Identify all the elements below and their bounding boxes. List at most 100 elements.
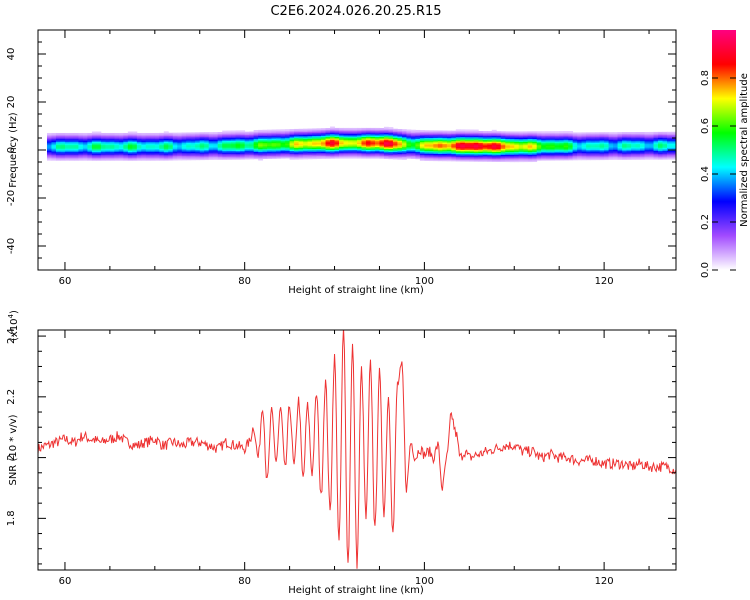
spectrogram-cell — [168, 137, 174, 139]
spectrogram-cell — [487, 144, 493, 146]
spectrogram-cell — [361, 146, 367, 149]
spectrogram-cell — [487, 151, 493, 154]
spectrogram-cell — [172, 155, 178, 158]
spectrogram-cell — [392, 146, 398, 148]
spectrogram-cell — [109, 137, 115, 140]
spectrogram-cell — [554, 139, 560, 142]
spectrogram-cell — [280, 136, 286, 139]
spectrogram-cell — [604, 145, 610, 148]
spectrogram-cell — [168, 144, 174, 147]
spectrogram-cell — [222, 130, 228, 133]
spectrogram-cell — [622, 149, 627, 152]
spectrogram-cell — [96, 158, 102, 161]
spectrogram-cell — [397, 157, 403, 160]
spectrogram-cell — [649, 137, 654, 140]
spectrogram-cell — [159, 154, 165, 157]
spectrogram-cell — [509, 132, 515, 135]
spectrogram-cell — [154, 134, 160, 137]
spectrogram-cell — [267, 131, 273, 133]
spectrogram-cell — [159, 158, 165, 161]
spectrogram-cell — [91, 157, 97, 160]
spectrogram-cell — [505, 140, 511, 142]
spectrogram-cell — [442, 134, 448, 137]
spectrogram-cell — [105, 144, 111, 147]
spectrogram-cell — [496, 134, 502, 137]
spectrogram-cell — [550, 149, 556, 152]
spectrogram-cell — [590, 136, 596, 139]
spectrogram-cell — [51, 137, 57, 140]
spectrogram-cell — [509, 143, 515, 145]
spectrogram-cell — [491, 137, 497, 139]
spectrogram-cell — [303, 147, 308, 150]
spectrogram-cell — [352, 150, 358, 153]
spectrogram-cell — [82, 144, 88, 147]
spectrogram-cell — [307, 138, 313, 141]
spectrogram-cell — [181, 158, 187, 161]
spectrogram-cell — [635, 143, 641, 146]
spectrogram-cell — [667, 150, 672, 153]
spectrogram-cell — [109, 140, 115, 142]
spectrogram-cell — [649, 157, 654, 160]
spectrogram-cell — [100, 158, 106, 161]
spectrogram-cell — [568, 152, 574, 155]
spectrogram-cell — [316, 144, 322, 147]
spectrogram-cell — [181, 148, 187, 151]
spectrogram-cell — [244, 131, 250, 134]
spectrogram-cell — [446, 139, 452, 142]
spectrogram-cell — [231, 139, 237, 141]
spectrogram-cell — [204, 155, 210, 158]
spectrogram-cell — [622, 137, 627, 140]
spectrogram-cell — [127, 132, 133, 135]
spectrogram-cell — [478, 146, 484, 149]
spectrogram-cell — [581, 156, 587, 159]
spectrogram-cell — [186, 152, 192, 155]
spectrogram-cell — [635, 136, 641, 139]
spectrogram-cell — [487, 149, 493, 152]
spectrogram-cell — [428, 130, 434, 133]
spectrogram-cell — [631, 134, 636, 137]
spectrogram-cell — [640, 157, 645, 160]
spectrogram-cell — [285, 142, 291, 144]
spectrogram-cell — [437, 134, 443, 137]
spectrogram-cell — [262, 148, 268, 151]
spectrogram-cell — [523, 142, 529, 145]
spectrogram-cell — [451, 137, 457, 140]
spectrogram-cell — [433, 133, 439, 136]
spectrogram-cell — [325, 145, 331, 148]
spectrogram-cell — [518, 148, 524, 151]
spectrogram-cell — [415, 138, 421, 141]
spectrogram-cell — [289, 157, 295, 160]
spectrogram-cell — [631, 147, 636, 150]
spectrogram-cell — [365, 140, 371, 143]
spectrogram-cell — [545, 158, 551, 161]
spectrogram-cell — [581, 135, 587, 138]
spectrogram-cell — [312, 128, 317, 131]
spectrogram-cell — [51, 140, 57, 142]
spectrogram-cell — [622, 143, 627, 146]
spectrogram-cell — [644, 139, 650, 142]
spectrogram-cell — [190, 152, 196, 155]
spectrogram-cell — [532, 147, 538, 150]
spectrogram-cell — [186, 136, 192, 139]
spectrogram-cell — [613, 149, 618, 152]
spectrogram-cell — [64, 140, 70, 142]
spectrogram-cell — [186, 132, 192, 135]
spectrogram-cell — [190, 138, 196, 141]
spectrogram-cell — [433, 143, 439, 146]
spectrogram-cell — [613, 155, 618, 158]
spectrogram-cell — [334, 132, 340, 135]
spectrogram-cell — [307, 128, 313, 131]
spectrogram-cell — [424, 134, 430, 137]
spectrogram-cell — [419, 157, 425, 160]
spectrogram-cell — [213, 152, 219, 155]
spectrogram-cell — [433, 139, 439, 141]
spectrogram-cell — [370, 152, 376, 155]
spectrogram-cell — [482, 141, 488, 144]
spectrogram-cell — [442, 157, 448, 160]
spectrogram-cell — [159, 138, 165, 141]
spectrogram-cell — [464, 139, 470, 142]
spectrogram-cell — [617, 142, 623, 145]
spectrogram-cell — [437, 146, 443, 149]
